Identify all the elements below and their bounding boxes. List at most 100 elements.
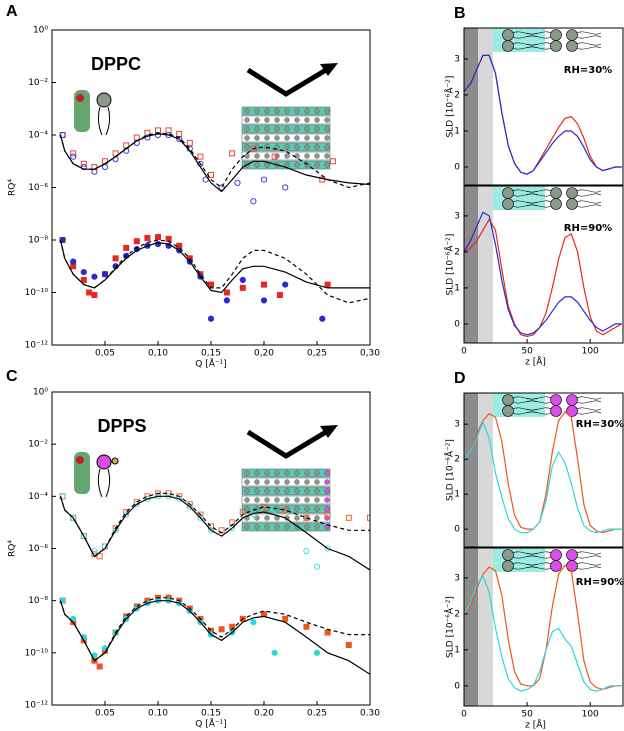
plot-area [464, 411, 622, 534]
x-tick-label: 100 [582, 347, 599, 357]
stack-head [254, 126, 260, 132]
stack-head [304, 108, 310, 114]
lipid-tail [97, 106, 111, 136]
data-point [96, 663, 103, 670]
stack-head [294, 470, 300, 476]
x-tick-label: 100 [582, 710, 599, 720]
data-point [59, 493, 66, 500]
stack-head [294, 479, 300, 485]
x-tick-label: 50 [521, 710, 533, 720]
stack-head [324, 488, 330, 494]
stack-head [314, 117, 320, 123]
stack-head [284, 153, 290, 159]
data-point [186, 139, 193, 146]
x-tick-label: 0.25 [307, 709, 327, 719]
y-tick-label: 2 [454, 455, 460, 465]
stack-head [294, 497, 300, 503]
stack-head [244, 497, 250, 503]
fit-line [59, 239, 370, 304]
data-point [271, 649, 278, 656]
stack-head [274, 126, 280, 132]
data-point [101, 271, 109, 278]
data-point [261, 281, 267, 288]
stack-head [294, 515, 300, 521]
y-tick-label: 10⁻¹² [25, 701, 49, 711]
data-point [329, 158, 336, 165]
data-point [260, 176, 268, 183]
y-tick-label: 10⁻⁶ [28, 183, 48, 193]
stack-head [284, 117, 290, 123]
axes-frame [51, 29, 371, 346]
stack-head [284, 108, 290, 114]
y-axis-label: SLD [10⁻⁶Å⁻²] [444, 234, 456, 296]
stack-head [284, 144, 290, 150]
y-tick-label: 1 [454, 645, 460, 655]
data-point [207, 315, 215, 322]
y-tick-label: 2 [454, 609, 460, 619]
data-point [133, 238, 140, 245]
data-point [282, 281, 289, 288]
y-tick-label: 10⁻² [28, 440, 48, 450]
lipid-head [566, 40, 578, 52]
stack-head [294, 144, 300, 150]
x-tick-label: 0,05 [95, 349, 115, 359]
stack-head [314, 515, 320, 521]
stack-head [314, 135, 320, 141]
charge [111, 457, 119, 465]
stack-head [284, 488, 290, 494]
x-tick-label: 0.15 [201, 709, 221, 719]
data-point [112, 255, 119, 262]
y-tick-label: 10⁻⁴ [28, 131, 48, 141]
data-point [239, 284, 246, 291]
data-point [282, 184, 289, 191]
water-shade [478, 548, 493, 706]
fit-line [59, 239, 370, 294]
y-tick-label: 3 [454, 54, 460, 64]
x-tick-label: 0.10 [148, 709, 168, 719]
y-tick-label: 0 [454, 319, 460, 329]
stack-head [244, 153, 250, 159]
substrate-shade [464, 393, 478, 547]
lipid-tail [526, 31, 552, 39]
stack-head [294, 153, 300, 159]
y-tick-label: 1 [454, 283, 460, 293]
stack-head [304, 506, 310, 512]
stack-head [304, 524, 310, 530]
stack-head [274, 488, 280, 494]
annotation: RH=30% [564, 65, 612, 76]
axes-frame [463, 392, 624, 548]
data-point [324, 545, 331, 552]
lipid-tail [97, 468, 111, 498]
y-tick-label: 2 [454, 247, 460, 257]
y-axis-label: RQ⁴ [8, 540, 18, 557]
data-point [80, 268, 87, 276]
data-point [80, 276, 87, 283]
y-tick-label: 10⁻¹² [25, 341, 49, 351]
lipid-tail [526, 551, 552, 559]
stack-head [264, 162, 270, 168]
axes-frame [463, 547, 624, 707]
y-tick-label: 10⁻⁴ [28, 492, 48, 502]
fit-line [59, 132, 370, 189]
lipid-tail [576, 551, 602, 559]
annotation: RH=90% [576, 577, 624, 588]
water-shade [478, 393, 493, 547]
lipid-head [502, 29, 514, 41]
data-point [112, 150, 119, 157]
beam-head [320, 425, 338, 438]
axes-frame [463, 185, 624, 344]
stack-head [264, 524, 270, 530]
panel-label: B [454, 5, 466, 22]
lipid-head [566, 394, 578, 406]
lipid-tail [526, 200, 552, 208]
beam [246, 429, 328, 459]
y-axis-label: SLD [10⁻⁶Å⁻²] [444, 76, 456, 138]
stack-head [264, 108, 270, 114]
stack-head [304, 153, 310, 159]
lipid-tail [576, 31, 602, 39]
fit-line [464, 564, 622, 691]
data-point [313, 649, 321, 656]
x-axis-label: z [Å] [525, 719, 546, 731]
y-tick-label: 3 [454, 573, 460, 583]
